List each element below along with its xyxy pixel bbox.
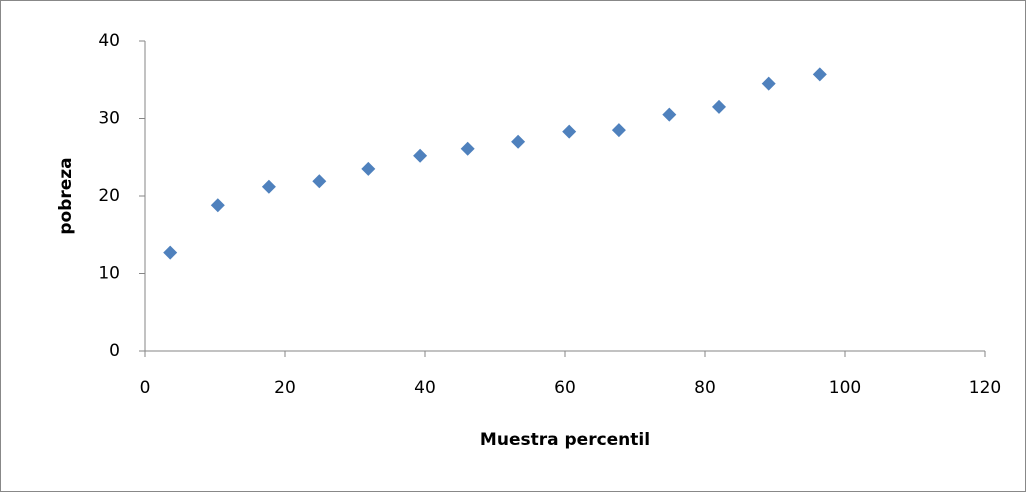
point [312, 174, 327, 189]
y-tick-label: 10 [98, 264, 120, 284]
y-tick-label: 20 [98, 186, 120, 206]
x-tick-label: 120 [969, 378, 1001, 398]
point [163, 245, 178, 260]
point [662, 107, 677, 122]
point [460, 141, 475, 156]
y-axis-title: pobreza [56, 157, 76, 234]
y-tick-label: 0 [109, 341, 120, 361]
point [812, 67, 827, 82]
point [261, 179, 276, 194]
point [761, 76, 776, 91]
x-tick-label: 60 [554, 378, 576, 398]
x-axis-title: Muestra percentil [480, 430, 650, 450]
point [611, 123, 626, 138]
point [562, 124, 577, 139]
point [210, 198, 225, 213]
x-tick-label: 20 [274, 378, 296, 398]
point [413, 148, 428, 163]
x-tick-label: 80 [694, 378, 716, 398]
x-tick-label: 0 [140, 378, 151, 398]
point [361, 161, 376, 176]
point [511, 134, 526, 149]
y-tick-label: 40 [98, 31, 120, 51]
x-tick-label: 100 [829, 378, 861, 398]
point [712, 99, 726, 114]
x-tick-label: 40 [414, 378, 436, 398]
y-tick-label: 30 [98, 109, 120, 129]
